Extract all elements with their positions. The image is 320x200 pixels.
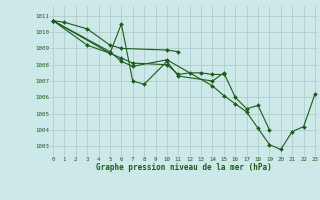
X-axis label: Graphe pression niveau de la mer (hPa): Graphe pression niveau de la mer (hPa): [96, 163, 272, 172]
